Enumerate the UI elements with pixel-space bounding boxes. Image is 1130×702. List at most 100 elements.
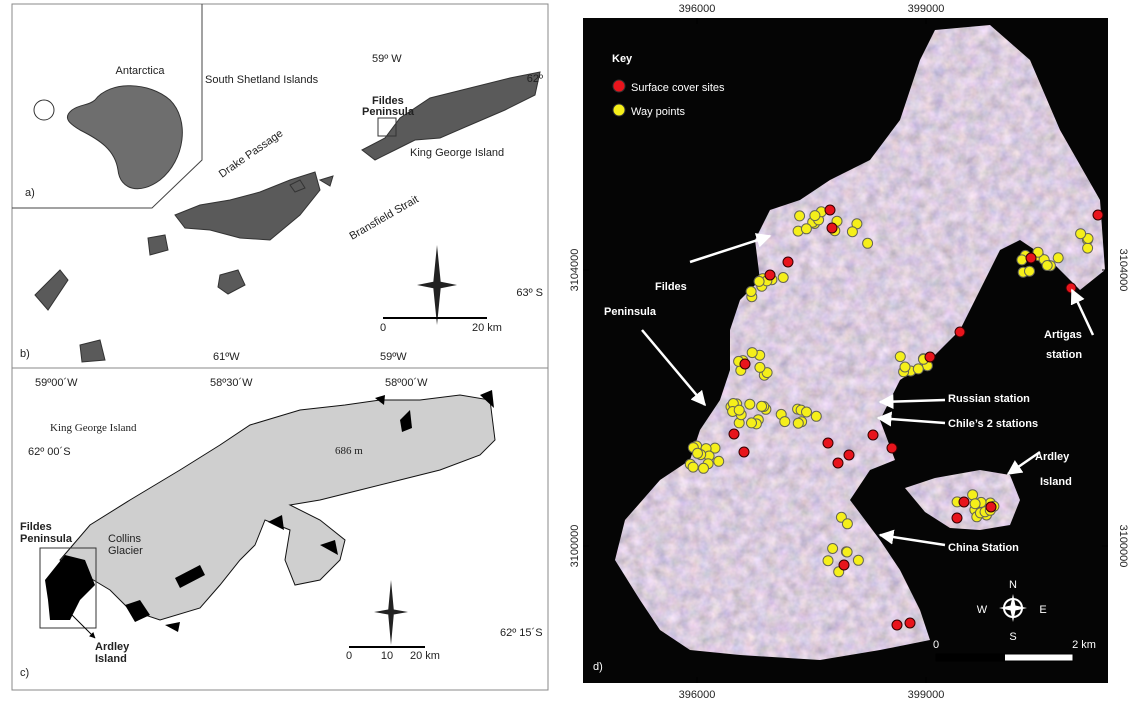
label: Surface cover sites [631, 82, 725, 94]
way-point [688, 462, 698, 472]
way-point [810, 211, 820, 221]
way-point [811, 411, 821, 421]
shape [417, 245, 457, 325]
way-point [699, 463, 709, 473]
y-tick-label: 3104000 [1117, 249, 1129, 292]
way-point [842, 519, 852, 529]
surface-cover-site [986, 502, 996, 512]
label: Fildes [655, 281, 687, 293]
way-point [828, 544, 838, 554]
compass-c [374, 580, 408, 645]
label: 62º 00´S [28, 446, 71, 458]
way-point [842, 547, 852, 557]
way-point [747, 418, 757, 428]
label: Chile’s 2 stations [948, 418, 1038, 430]
label: Drake Passage [217, 127, 285, 180]
label: Fildes [20, 521, 52, 533]
label: a) [25, 187, 35, 199]
label: 0 [346, 650, 352, 662]
arrow [72, 615, 95, 638]
surface-cover-site [955, 327, 965, 337]
label: W [977, 604, 988, 616]
legend-symbol [613, 80, 625, 92]
way-point [757, 401, 767, 411]
surface-cover-site [739, 447, 749, 457]
way-point [1053, 253, 1063, 263]
surface-cover-site [823, 438, 833, 448]
way-point [895, 352, 905, 362]
surface-cover-site [833, 458, 843, 468]
label: N [1009, 579, 1017, 591]
way-point [714, 456, 724, 466]
way-point [746, 287, 756, 297]
surface-cover-site [740, 359, 750, 369]
way-point [900, 362, 910, 372]
shape [374, 580, 408, 645]
shape [148, 235, 168, 255]
way-point [1017, 255, 1027, 265]
label: South Shetland Islands [205, 74, 319, 86]
surface-cover-site [729, 429, 739, 439]
way-point [1042, 261, 1052, 271]
label: station [1046, 349, 1082, 361]
shape: FildesPeninsula [20, 521, 73, 545]
label: 10 [381, 650, 393, 662]
label: 0 [933, 639, 939, 651]
way-point [913, 364, 923, 374]
label: c) [20, 667, 29, 679]
way-point [1076, 229, 1086, 239]
label: Collins [108, 533, 142, 545]
label: Russian station [948, 393, 1030, 405]
way-point [755, 362, 765, 372]
way-point [823, 556, 833, 566]
label: 61ºW [213, 351, 240, 363]
surface-cover-site [765, 270, 775, 280]
surface-cover-site [925, 352, 935, 362]
label: 686 m [335, 445, 363, 457]
y-tick-label: 3104000 [569, 249, 581, 292]
label: E [1039, 604, 1046, 616]
y-tick-label: 3100000 [569, 525, 581, 568]
scale-bar-segment [936, 654, 1005, 661]
label: Island [1040, 476, 1072, 488]
label: 58º30´W [210, 377, 253, 389]
way-point [747, 348, 757, 358]
label: Peninsula [20, 533, 73, 545]
way-point [1025, 266, 1035, 276]
way-point [745, 399, 755, 409]
label: 59ºW [380, 351, 407, 363]
surface-cover-site [892, 620, 902, 630]
antarctica [67, 86, 182, 189]
label: China Station [948, 542, 1019, 554]
label: 62º 15´S [500, 627, 543, 639]
label: 59º00´W [35, 377, 78, 389]
page: {"panel_a":{"title":"Antarctica","label"… [0, 0, 1130, 702]
x-tick-label: 396000 [679, 689, 716, 701]
way-point [853, 555, 863, 565]
label: b) [20, 348, 30, 360]
label: Glacier [108, 545, 143, 557]
x-tick-label: 399000 [908, 689, 945, 701]
label: S [1009, 631, 1016, 643]
shape [165, 622, 180, 632]
shape: FildesPeninsula [362, 95, 415, 118]
y-tick-label: 3100000 [1117, 525, 1129, 568]
shape [80, 340, 105, 362]
surface-cover-site [839, 560, 849, 570]
surface-cover-site [1026, 253, 1036, 263]
shape [35, 270, 68, 310]
way-point [1083, 243, 1093, 253]
label: 62º [527, 73, 543, 85]
way-point [970, 499, 980, 509]
surface-cover-site [825, 205, 835, 215]
figure: Antarctica a) South Shetland Islands 59º… [0, 0, 1130, 702]
surface-cover-site [868, 430, 878, 440]
way-point [778, 273, 788, 283]
label: 63º S [516, 287, 543, 299]
label: Key [612, 53, 633, 65]
surface-cover-site [1093, 210, 1103, 220]
label: Artigas [1044, 329, 1082, 341]
label: Peninsula [362, 106, 415, 118]
